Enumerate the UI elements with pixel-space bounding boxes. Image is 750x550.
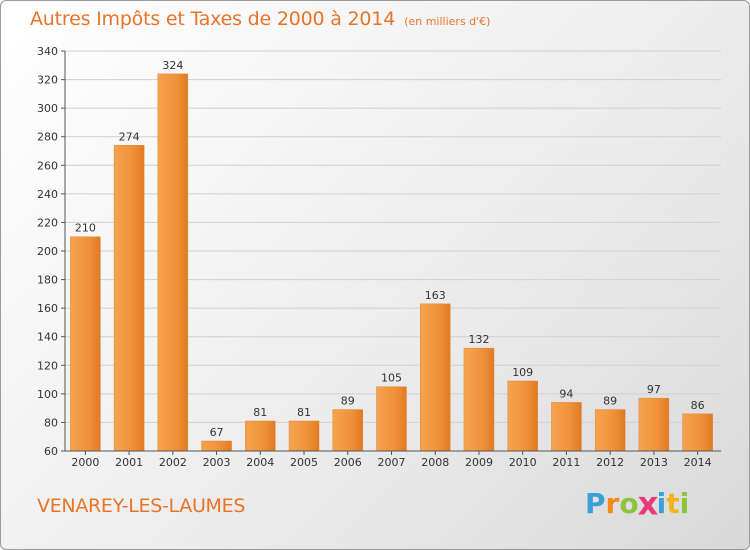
city-name: VENAREY-LES-LAUMES bbox=[37, 495, 246, 517]
x-tick-label: 2010 bbox=[509, 456, 537, 469]
y-tick-label: 220 bbox=[37, 216, 58, 229]
x-tick-label: 2013 bbox=[640, 456, 668, 469]
y-tick-label: 320 bbox=[37, 74, 58, 87]
proxiti-logo[interactable]: Proxiti bbox=[585, 484, 690, 523]
bar-value-label: 97 bbox=[647, 383, 661, 396]
bar-2011 bbox=[551, 402, 582, 452]
x-tick-label: 2011 bbox=[552, 456, 580, 469]
bar-2005 bbox=[288, 420, 320, 452]
title-row: Autres Impôts et Taxes de 2000 à 2014 (e… bbox=[30, 8, 490, 30]
bar-2001 bbox=[113, 145, 145, 452]
bar-2002 bbox=[157, 73, 189, 452]
logo-letter: r bbox=[605, 487, 620, 520]
bar-value-label: 132 bbox=[468, 333, 489, 346]
x-tick-label: 2007 bbox=[378, 456, 406, 469]
bar-2014 bbox=[682, 413, 713, 452]
x-tick-label: 2006 bbox=[334, 456, 362, 469]
y-tick-label: 240 bbox=[37, 188, 58, 201]
x-tick-label: 2012 bbox=[596, 456, 624, 469]
bar-value-label: 163 bbox=[425, 289, 446, 302]
y-tick-label: 80 bbox=[44, 416, 58, 429]
logo-letter: o bbox=[619, 487, 639, 520]
logo-letter: t bbox=[666, 487, 680, 520]
y-tick-label: 100 bbox=[37, 388, 58, 401]
y-tick-label: 340 bbox=[37, 45, 58, 58]
bar-2013 bbox=[638, 397, 670, 452]
bar-2003 bbox=[201, 440, 232, 452]
bar-value-label: 105 bbox=[381, 372, 402, 385]
y-tick-label: 180 bbox=[37, 274, 58, 287]
labels-layer: 60 80 100 120 140 160 180 200 220 240 260 280 300 320… bbox=[37, 45, 712, 469]
y-tick-label: 140 bbox=[37, 331, 58, 344]
bar-2004 bbox=[245, 420, 276, 452]
x-tick-label: 2005 bbox=[290, 456, 318, 469]
y-tick-label: 120 bbox=[37, 359, 58, 372]
x-tick-label: 2004 bbox=[246, 456, 274, 469]
bar-2010 bbox=[507, 380, 538, 452]
bar-value-label: 81 bbox=[253, 406, 267, 419]
bar-2000 bbox=[70, 236, 101, 452]
bar-2008 bbox=[419, 303, 451, 452]
bar-value-label: 89 bbox=[603, 395, 617, 408]
bar-value-label: 86 bbox=[691, 399, 705, 412]
bar-2012 bbox=[594, 409, 626, 452]
axis-layer bbox=[61, 50, 721, 455]
chart-subtitle: (en milliers d'€) bbox=[404, 15, 491, 28]
x-tick-label: 2014 bbox=[684, 456, 712, 469]
logo-letter: i bbox=[679, 487, 690, 520]
bar-value-label: 274 bbox=[119, 130, 140, 143]
bar-2007 bbox=[376, 386, 407, 452]
y-tick-label: 300 bbox=[37, 102, 58, 115]
bar-value-label: 67 bbox=[210, 426, 224, 439]
logo-letter: i bbox=[656, 487, 667, 520]
chart-title: Autres Impôts et Taxes de 2000 à 2014 bbox=[30, 8, 396, 30]
y-tick-label: 160 bbox=[37, 302, 58, 315]
x-tick-label: 2000 bbox=[71, 456, 99, 469]
x-tick-label: 2001 bbox=[115, 456, 143, 469]
bar-2006 bbox=[332, 409, 364, 452]
y-tick-label: 280 bbox=[37, 131, 58, 144]
bar-value-label: 324 bbox=[162, 59, 183, 72]
logo-letter: P bbox=[585, 487, 606, 520]
y-tick-label: 60 bbox=[44, 445, 58, 458]
bar-value-label: 89 bbox=[341, 395, 355, 408]
y-tick-label: 260 bbox=[37, 159, 58, 172]
bar-value-label: 210 bbox=[75, 222, 96, 235]
x-tick-label: 2008 bbox=[421, 456, 449, 469]
bar-value-label: 109 bbox=[512, 366, 533, 379]
x-tick-label: 2003 bbox=[203, 456, 231, 469]
bar-2009 bbox=[463, 347, 495, 452]
x-tick-label: 2009 bbox=[465, 456, 493, 469]
y-tick-label: 200 bbox=[37, 245, 58, 258]
x-tick-label: 2002 bbox=[159, 456, 187, 469]
logo-letter: x bbox=[637, 484, 659, 523]
bar-value-label: 94 bbox=[559, 387, 573, 400]
bars-layer bbox=[70, 73, 713, 452]
bar-value-label: 81 bbox=[297, 406, 311, 419]
